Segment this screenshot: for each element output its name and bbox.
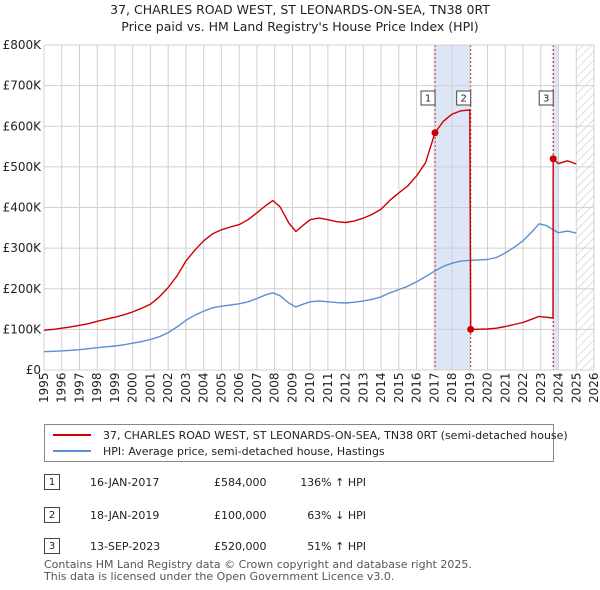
sale-label-box: [538, 90, 554, 106]
legend-label-hpi: HPI: Average price, semi-detached house,…: [103, 444, 385, 458]
sale-hpi-diff: 136% ↑ HPI: [300, 476, 366, 489]
sale-price: £520,000: [214, 540, 267, 553]
sale-label-box: [420, 90, 436, 106]
sale-label-box: [456, 90, 472, 106]
x-tick-label: 2003: [179, 372, 193, 403]
grid: [43, 44, 595, 371]
x-tick-label: 2004: [197, 372, 211, 403]
hpi-line: [44, 223, 577, 353]
x-tick-label: 1999: [108, 372, 122, 403]
sale-point: [467, 325, 475, 333]
y-tick-label: £500K: [3, 160, 43, 174]
legend-swatch-hpi: [53, 450, 91, 452]
x-tick-label: 2013: [356, 372, 370, 403]
y-tick-label: £100K: [3, 322, 43, 336]
x-tick-label: 2017: [427, 372, 441, 403]
sale-number-badge: 3: [44, 538, 60, 554]
x-tick-label: 2014: [374, 372, 388, 403]
legend-label-property: 37, CHARLES ROAD WEST, ST LEONARDS-ON-SE…: [103, 428, 568, 442]
footer: Contains HM Land Registry data © Crown c…: [44, 559, 472, 583]
sale-date: 13-SEP-2023: [90, 540, 161, 553]
property-line: [44, 109, 577, 331]
chart-title: 37, CHARLES ROAD WEST, ST LEONARDS-ON-SE…: [110, 2, 490, 17]
y-tick-label: £300K: [3, 241, 43, 255]
x-tick-label: 2020: [481, 372, 495, 403]
x-tick-label: 2023: [534, 372, 548, 403]
sale-hpi-diff: 51% ↑ HPI: [307, 540, 366, 553]
sale-hpi-diff: 63% ↓ HPI: [307, 509, 366, 522]
x-tick-label: 2008: [268, 372, 282, 403]
x-tick-label: 2012: [339, 372, 353, 403]
hpi-series: [44, 223, 577, 353]
sale-price: £584,000: [214, 476, 267, 489]
x-tick-label: 2002: [161, 372, 175, 403]
y-tick-label: £800K: [3, 38, 43, 52]
x-tick-label: 2021: [498, 372, 512, 403]
footer-licence: This data is licensed under the Open Gov…: [44, 570, 395, 583]
y-tick-label: £600K: [3, 119, 43, 133]
sale-markers: 1 2 3: [420, 90, 557, 333]
x-tick-label: 2016: [410, 372, 424, 403]
sale-date: 16-JAN-2017: [90, 476, 160, 489]
x-tick-label: 2011: [321, 372, 335, 403]
x-tick-label: 2006: [232, 372, 246, 403]
sale-label-number: 1: [425, 94, 431, 105]
legend-item-hpi: HPI: Average price, semi-detached house,…: [53, 443, 385, 459]
chart-subtitle: Price paid vs. HM Land Registry's House …: [121, 19, 478, 34]
x-tick-label: 2010: [303, 372, 317, 403]
property-series: [44, 109, 577, 331]
price-chart: 37, CHARLES ROAD WEST, ST LEONARDS-ON-SE…: [3, 2, 600, 403]
sale-number-badge: 2: [44, 507, 60, 523]
x-axis: 1995 1996 1997 1998 1999 2000 2001 2002 2003 2004…: [37, 372, 600, 403]
x-tick-label: 2022: [516, 372, 530, 403]
y-axis: £0 £100K £200K £300K £400K £500K £600K £700K £80…: [3, 38, 43, 377]
sale-label-number: 2: [461, 94, 467, 105]
x-tick-label: 2001: [143, 372, 157, 403]
sale-number-badge: 1: [44, 474, 60, 490]
sale-label-number: 3: [543, 94, 549, 105]
y-tick-label: £700K: [3, 79, 43, 93]
sale-point: [431, 129, 439, 137]
x-tick-label: 1997: [72, 372, 86, 403]
y-tick-label: £400K: [3, 201, 43, 215]
x-tick-label: 2019: [463, 372, 477, 403]
legend-item-property: 37, CHARLES ROAD WEST, ST LEONARDS-ON-SE…: [53, 427, 568, 443]
x-tick-label: 2007: [250, 372, 264, 403]
footer-copyright: Contains HM Land Registry data © Crown c…: [44, 558, 472, 571]
x-tick-label: 2018: [445, 372, 459, 403]
sale-date: 18-JAN-2019: [90, 509, 160, 522]
legend: 37, CHARLES ROAD WEST, ST LEONARDS-ON-SE…: [44, 424, 568, 462]
x-tick-label: 2005: [214, 372, 228, 403]
x-tick-label: 1998: [90, 372, 104, 403]
x-tick-label: 2015: [392, 372, 406, 403]
x-tick-label: 2026: [587, 372, 600, 403]
y-tick-label: £200K: [3, 282, 43, 296]
x-tick-label: 1995: [37, 372, 51, 403]
sale-price: £100,000: [214, 509, 267, 522]
y-tick-label: £0: [26, 363, 41, 377]
x-tick-label: 2024: [552, 372, 566, 403]
x-tick-label: 2009: [285, 372, 299, 403]
x-tick-label: 1996: [55, 372, 69, 403]
x-tick-label: 2025: [569, 372, 583, 403]
legend-swatch-property: [53, 434, 91, 436]
x-tick-label: 2000: [126, 372, 140, 403]
sale-point: [549, 155, 557, 163]
